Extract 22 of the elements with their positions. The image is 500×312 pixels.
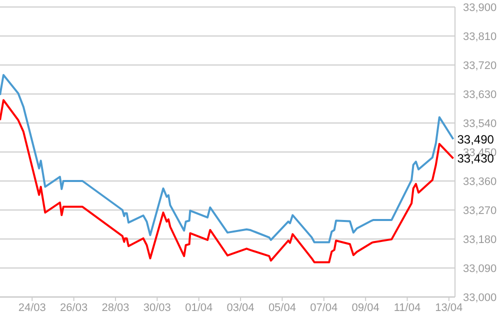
y-tick-label: 33,720 [463, 60, 497, 72]
y-tick-label: 33,180 [463, 234, 497, 246]
x-tick-label: 13/04 [435, 302, 463, 312]
annotation: 33,490 [457, 132, 494, 146]
y-tick-label: 33,810 [463, 30, 497, 43]
x-tick-label: 01/04 [185, 302, 213, 312]
y-tick-label: 33,360 [463, 176, 497, 188]
x-tick-label: 30/03 [143, 302, 171, 312]
y-tick-label: 33,630 [463, 88, 497, 101]
x-tick-label: 05/04 [268, 302, 296, 312]
y-tick-label: 33,900 [463, 2, 497, 14]
x-tick-label: 09/04 [352, 302, 380, 312]
x-tick-label: 28/03 [102, 302, 130, 312]
y-tick-label: 33,270 [463, 204, 497, 217]
x-tick-label: 26/03 [60, 302, 88, 312]
x-tick-label: 11/04 [394, 302, 421, 312]
x-tick-label: 07/04 [310, 302, 338, 312]
x-tick-label: 03/04 [226, 302, 254, 312]
y-tick-label: 33,000 [463, 292, 497, 304]
x-tick-label: 24/03 [18, 302, 46, 312]
y-tick-label: 33,090 [463, 262, 497, 275]
y-tick-label: 33,540 [463, 118, 497, 130]
